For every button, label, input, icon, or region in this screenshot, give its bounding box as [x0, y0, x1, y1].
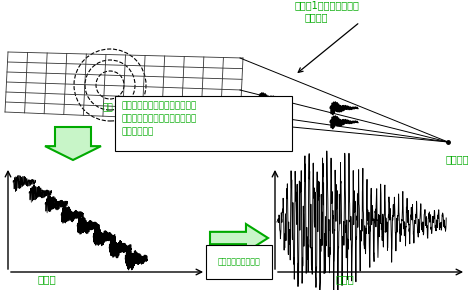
Text: 震源: 震源: [102, 103, 113, 112]
Polygon shape: [210, 224, 268, 252]
Text: 大規模地震動の合成: 大規模地震動の合成: [218, 258, 260, 267]
Text: 小断屴1つから発生した: 小断屴1つから発生した: [295, 0, 360, 10]
Text: 時　間: 時 間: [335, 274, 354, 284]
Polygon shape: [45, 127, 101, 160]
Text: 断層破塢の伝播時間と地震波の
伝播時間を考慮して小地震動を
重ね合わせる: 断層破塢の伝播時間と地震波の 伝播時間を考慮して小地震動を 重ね合わせる: [121, 101, 196, 136]
FancyBboxPatch shape: [115, 96, 292, 151]
Text: 小地震動: 小地震動: [305, 12, 329, 22]
Text: 推定位置: 推定位置: [446, 154, 470, 164]
Text: 時　間: 時 間: [38, 274, 57, 284]
